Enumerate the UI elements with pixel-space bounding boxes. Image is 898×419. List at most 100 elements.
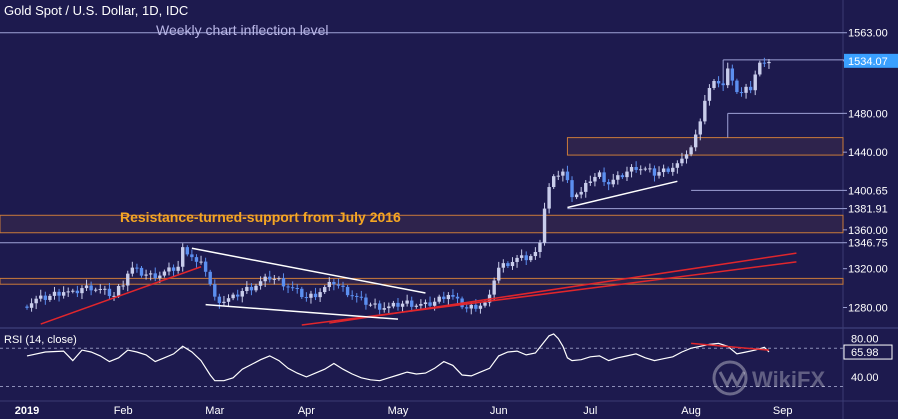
annotation-weekly-level: Weekly chart inflection level — [156, 22, 328, 38]
candle-body — [506, 263, 510, 267]
candle-body — [693, 134, 698, 148]
candle-body — [716, 80, 721, 84]
current-price-badge — [844, 53, 898, 68]
candle-body — [464, 307, 469, 309]
candle-body — [666, 168, 670, 172]
time-axis-label: Aug — [681, 405, 701, 417]
price-label: 1381.91 — [848, 204, 888, 216]
candle-body — [684, 154, 689, 159]
candle-body — [753, 74, 757, 91]
candle-body — [364, 297, 368, 305]
candle-body — [574, 194, 579, 198]
candle-body — [350, 295, 354, 297]
candle-body — [675, 163, 680, 168]
candle-body — [451, 294, 455, 297]
candle-body — [39, 295, 43, 299]
time-axis-label: Mar — [205, 405, 224, 417]
price-label: 1360.00 — [848, 225, 888, 237]
candle-body — [400, 303, 405, 307]
candle-body — [396, 302, 400, 307]
candle-body — [80, 288, 84, 294]
candle-body — [712, 80, 716, 88]
rsi-line — [26, 333, 770, 382]
candle-body — [231, 294, 235, 299]
candle-body — [130, 267, 135, 274]
candle-body — [245, 286, 249, 292]
candle-body — [744, 86, 748, 93]
rsi-title: RSI (14, close) — [4, 334, 77, 346]
time-axis-label: 2019 — [15, 405, 39, 417]
support-zone — [566, 137, 844, 156]
candle-body — [48, 295, 52, 300]
rsi-panel: RSI (14, close) — [0, 333, 843, 387]
candle-body — [222, 301, 226, 303]
candle-body — [661, 168, 666, 173]
candle-body — [213, 284, 217, 297]
candle-body — [602, 172, 606, 183]
candle-body — [139, 267, 144, 276]
logo-wordmark: WikiFX — [752, 367, 825, 392]
candle-body — [235, 294, 240, 297]
candle-body — [726, 68, 730, 86]
candle-body — [689, 147, 693, 155]
white-trendline — [567, 180, 678, 209]
candle-body — [368, 304, 373, 306]
candle-body — [286, 286, 290, 288]
candle-body — [268, 276, 272, 280]
candle-body — [639, 169, 643, 171]
candle-body — [721, 83, 725, 86]
candle-body — [629, 167, 634, 172]
candle-body — [103, 288, 107, 290]
trendlines — [40, 180, 797, 326]
candle-body — [34, 298, 38, 304]
candle-body — [423, 302, 428, 305]
candle-body — [323, 287, 327, 293]
candle-body — [492, 280, 496, 295]
candle-body — [318, 292, 322, 298]
support-zone — [0, 214, 844, 234]
candle-body — [739, 92, 744, 94]
candle-body — [373, 303, 377, 305]
candle-body — [75, 290, 80, 294]
candle-body — [107, 288, 112, 297]
candle-body — [648, 168, 652, 170]
candle-body — [98, 288, 102, 290]
candle-body — [410, 300, 414, 307]
candle-body — [620, 175, 625, 178]
candle-body — [29, 303, 34, 308]
candle-body — [313, 293, 318, 298]
candle-body — [153, 273, 157, 279]
candle-body — [762, 62, 767, 64]
candle-body — [162, 271, 167, 276]
annotation-resistance-support: Resistance-turned-support from July 2016 — [120, 209, 401, 225]
candle-body — [538, 242, 542, 252]
white-trendline — [205, 303, 399, 320]
candle-body — [290, 287, 295, 289]
candle-body — [593, 176, 597, 182]
candle-body — [304, 297, 309, 299]
candle-body — [171, 267, 176, 271]
price-label: 1534.07 — [848, 56, 888, 68]
candle-body — [597, 172, 602, 177]
candle-body — [533, 251, 538, 257]
candle-body — [52, 291, 57, 296]
candle-body — [355, 295, 359, 297]
candle-body — [181, 247, 185, 267]
candle-body — [94, 289, 98, 291]
candle-body — [735, 80, 739, 93]
candle-body — [547, 187, 551, 209]
candle-body — [707, 87, 712, 101]
candle-body — [703, 100, 707, 122]
candle-body — [89, 285, 93, 291]
candle-body — [570, 180, 574, 198]
candle-body — [167, 267, 171, 272]
candle-body — [57, 291, 61, 296]
axes: 1563.001535.031534.071480.001440.001400.… — [15, 28, 898, 417]
candle-body — [217, 296, 222, 303]
candle-body — [497, 267, 501, 281]
candle-body — [671, 167, 675, 172]
candle-body — [698, 121, 702, 135]
white-trendline — [191, 247, 426, 294]
